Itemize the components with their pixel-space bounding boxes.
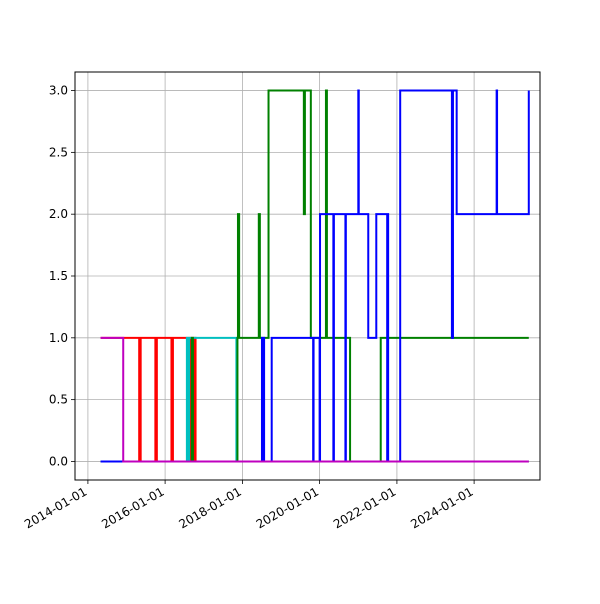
y-tick-label: 2.0 <box>49 207 68 221</box>
y-tick-label: 3.0 <box>49 84 68 98</box>
series-line-5 <box>100 336 529 463</box>
y-tick-label: 0.0 <box>49 454 68 468</box>
y-tick-label: 1.5 <box>49 269 68 283</box>
series-line-3 <box>100 89 529 463</box>
y-tick-label: 0.5 <box>49 393 68 407</box>
series-lines <box>100 89 530 463</box>
y-tick-label: 2.5 <box>49 145 68 159</box>
y-tick-label: 1.0 <box>49 331 68 345</box>
y-axis: 0.0 0.5 1.0 1.5 2.0 2.5 3.0 <box>49 84 75 468</box>
